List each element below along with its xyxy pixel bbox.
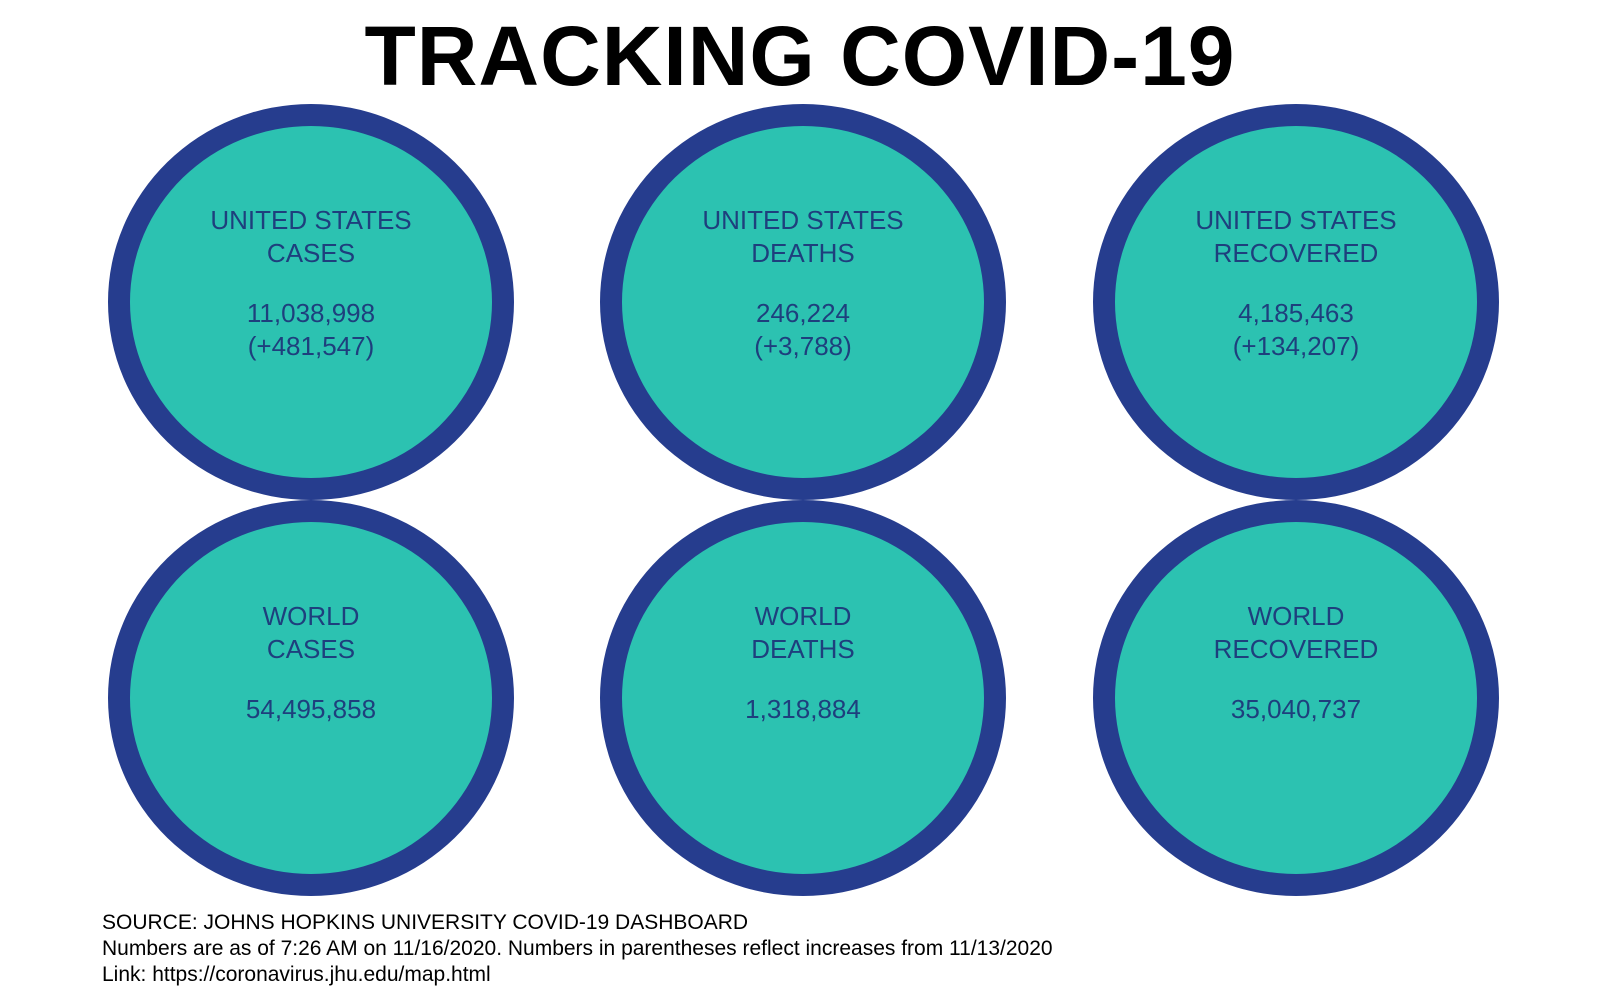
stat-value: 1,318,884 [745, 694, 861, 724]
stat-circle-world-recovered: WORLD RECOVERED 35,040,737 [1093, 500, 1499, 896]
stat-label: UNITED STATES CASES [130, 204, 492, 270]
stat-values: 11,038,998 (+481,547) [130, 297, 492, 363]
stat-label-line2: CASES [266, 238, 356, 268]
stat-label-line2: DEATHS [751, 238, 855, 268]
stat-circle-us-deaths: UNITED STATES DEATHS 246,224 (+3,788) [600, 104, 1006, 500]
stat-value: 246,224 [756, 298, 850, 328]
stat-circle-us-recovered: UNITED STATES RECOVERED 4,185,463 (+134,… [1093, 104, 1499, 500]
stat-label-line1: WORLD [262, 601, 360, 631]
footer: SOURCE: JOHNS HOPKINS UNIVERSITY COVID-1… [102, 910, 1053, 988]
stat-label-line1: UNITED STATES [210, 205, 412, 235]
stat-value: 35,040,737 [1230, 694, 1362, 724]
stat-label-line2: RECOVERED [1213, 238, 1379, 268]
stat-values: 4,185,463 (+134,207) [1115, 297, 1477, 363]
stat-value: 11,038,998 [246, 298, 376, 328]
stat-change: (+3,788) [754, 331, 852, 361]
stat-label-line2: DEATHS [751, 634, 855, 664]
stat-label-line1: UNITED STATES [1195, 205, 1397, 235]
stat-circle-us-cases: UNITED STATES CASES 11,038,998 (+481,547… [108, 104, 514, 500]
stat-label-line2: RECOVERED [1213, 634, 1379, 664]
stat-change: (+134,207) [1232, 331, 1360, 361]
stat-label: UNITED STATES DEATHS [622, 204, 984, 270]
stat-label: UNITED STATES RECOVERED [1115, 204, 1477, 270]
stat-value: 54,495,858 [245, 694, 377, 724]
stat-label-line1: WORLD [1247, 601, 1345, 631]
stat-label-line2: CASES [266, 634, 356, 664]
page-title: TRACKING COVID-19 [364, 9, 1236, 103]
stat-value: 4,185,463 [1238, 298, 1354, 328]
stat-circle-world-cases: WORLD CASES 54,495,858 [108, 500, 514, 896]
stat-label: WORLD RECOVERED [1115, 600, 1477, 666]
footer-source: SOURCE: JOHNS HOPKINS UNIVERSITY COVID-1… [102, 911, 749, 934]
stat-label: WORLD CASES [130, 600, 492, 666]
stat-values: 54,495,858 [130, 693, 492, 726]
stat-values: 246,224 (+3,788) [622, 297, 984, 363]
stat-label-line1: WORLD [754, 601, 852, 631]
footer-note: Numbers are as of 7:26 AM on 11/16/2020.… [102, 937, 1053, 960]
stat-label-line1: UNITED STATES [702, 205, 904, 235]
stat-values: 35,040,737 [1115, 693, 1477, 726]
stat-values: 1,318,884 [622, 693, 984, 726]
footer-link[interactable]: Link: https://coronavirus.jhu.edu/map.ht… [102, 963, 491, 986]
stat-label: WORLD DEATHS [622, 600, 984, 666]
stat-circle-world-deaths: WORLD DEATHS 1,318,884 [600, 500, 1006, 896]
stat-change: (+481,547) [247, 331, 375, 361]
